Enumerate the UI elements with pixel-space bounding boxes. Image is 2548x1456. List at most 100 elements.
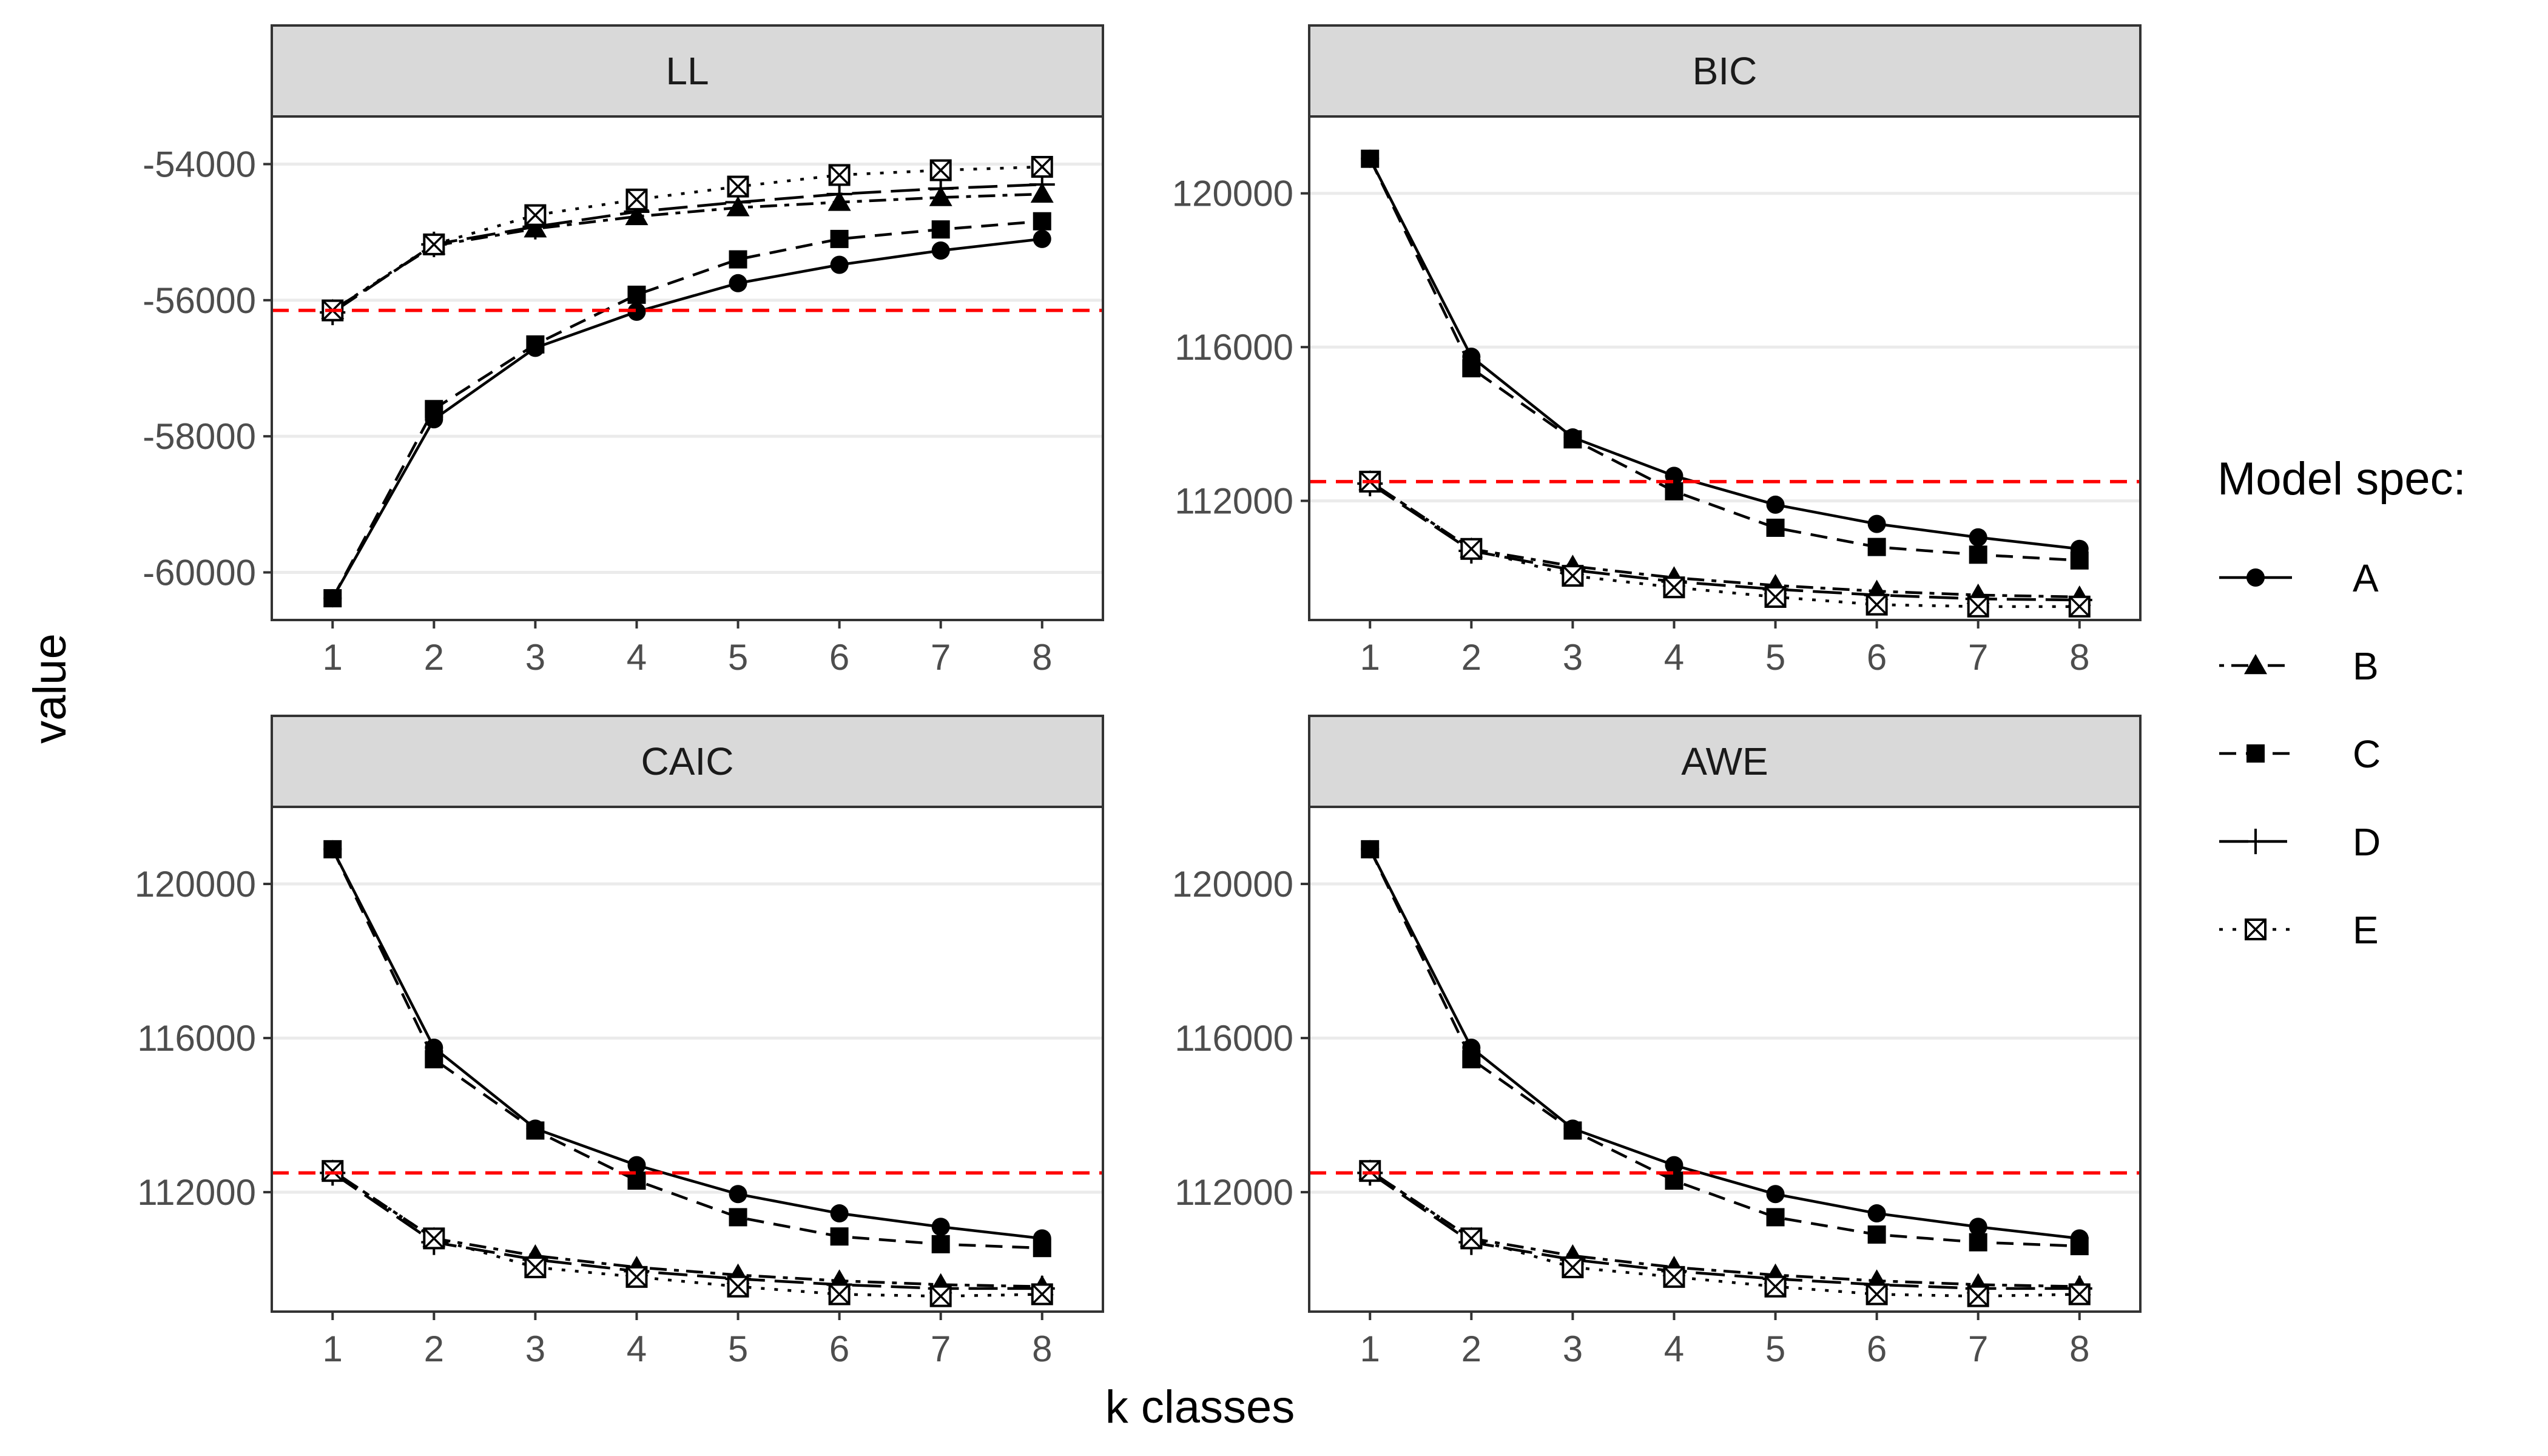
x-tick-label: 1 (323, 1329, 343, 1369)
legend-title: Model spec: (2217, 453, 2466, 505)
data-point (322, 1160, 344, 1182)
data-point (526, 335, 545, 354)
y-tick-label: 116000 (137, 1018, 256, 1059)
data-point (1766, 518, 1785, 537)
y-tick-label: 120000 (135, 864, 256, 905)
data-point (2068, 595, 2091, 618)
x-tick-label: 2 (424, 637, 444, 678)
data-point (1562, 1256, 1584, 1278)
x-tick-label: 8 (2069, 637, 2089, 678)
series-line (1369, 848, 2080, 1240)
data-point (1563, 1121, 1582, 1140)
data-point (1969, 528, 1987, 547)
data-point (931, 241, 950, 260)
data-point (526, 1121, 545, 1140)
legend-key-marker (2244, 654, 2267, 675)
facet-strip (271, 715, 1104, 808)
y-tick-label: -56000 (143, 280, 256, 321)
facet-title: AWE (1681, 740, 1768, 783)
x-tick-label: 6 (829, 1329, 849, 1369)
facet-strip (271, 24, 1104, 118)
series-line (1369, 848, 2080, 1248)
data-point (828, 164, 851, 186)
x-tick-label: 8 (1032, 1329, 1052, 1369)
series-line (331, 848, 1043, 1240)
x-tick-label: 3 (525, 1329, 545, 1369)
data-point (1663, 576, 1685, 599)
x-tick-label: 1 (323, 637, 343, 678)
panel-awe: AWE 112000 116000 120000 1 2 3 4 5 6 7 8 (1172, 715, 2142, 1369)
data-point (1867, 1225, 1886, 1244)
series-e (1359, 1160, 2091, 1307)
panel-bic: BIC 112000 116000 120000 1 2 3 4 5 6 7 8 (1172, 24, 2142, 678)
data-point (2070, 1237, 2089, 1256)
data-point (1033, 229, 1051, 248)
data-point (423, 1227, 445, 1250)
data-point (727, 1275, 749, 1298)
data-point (830, 229, 849, 248)
data-point (1562, 565, 1584, 587)
data-point (524, 204, 547, 226)
data-point (423, 233, 445, 255)
legend-key-marker (2243, 829, 2268, 854)
data-point (729, 274, 747, 292)
data-point (1361, 149, 1380, 168)
legend-label: E (2353, 908, 2379, 952)
x-tick-label: 3 (1563, 1329, 1583, 1369)
series-e (322, 1160, 1053, 1307)
x-tick-label: 2 (1461, 1329, 1481, 1369)
series-line (1369, 1171, 2080, 1290)
series-line (331, 848, 1042, 1250)
legend-key-marker (2246, 568, 2265, 587)
legend-item-b: B (2219, 644, 2379, 688)
data-point (727, 175, 749, 198)
x-tick-label: 2 (424, 1329, 444, 1369)
data-point (1967, 595, 1989, 618)
data-point (425, 1050, 443, 1068)
data-point (828, 1283, 851, 1306)
data-point (1031, 156, 1053, 178)
y-tick-label: 120000 (1172, 864, 1293, 905)
data-point (1967, 1285, 1989, 1307)
x-tick-label: 5 (728, 1329, 748, 1369)
x-tick-label: 4 (1664, 637, 1684, 678)
data-point (1359, 1160, 1381, 1182)
x-tick-label: 6 (829, 637, 849, 678)
data-point (931, 220, 950, 239)
legend-label: C (2353, 732, 2381, 776)
x-tick-label: 8 (1032, 637, 1052, 678)
data-point (627, 302, 646, 321)
y-tick-label: -60000 (143, 552, 256, 593)
data-point (2068, 1283, 2091, 1306)
data-point (323, 840, 342, 858)
series-line (331, 183, 1042, 314)
x-tick-label: 5 (1765, 637, 1785, 678)
y-tick-label: 116000 (1175, 327, 1293, 368)
x-tick-label: 6 (1867, 1329, 1887, 1369)
x-tick-label: 5 (728, 637, 748, 678)
x-tick-label: 7 (931, 1329, 951, 1369)
series-line (332, 192, 1042, 312)
data-point (1867, 538, 1886, 556)
data-point (1866, 593, 1888, 616)
panel-border (1308, 115, 2142, 621)
panel-caic: CAIC 112000 116000 120000 1 2 3 4 5 6 7 8 (135, 715, 1104, 1369)
data-point (1969, 1233, 1987, 1252)
data-point (627, 285, 646, 304)
data-point (1867, 1204, 1886, 1223)
series-line (331, 237, 1043, 599)
x-tick-label: 4 (627, 1329, 647, 1369)
series-line (331, 1170, 1042, 1288)
data-point (1462, 359, 1481, 377)
data-point (1766, 495, 1785, 514)
data-point (1460, 1227, 1483, 1250)
x-tick-label: 8 (2069, 1329, 2089, 1369)
data-point (729, 250, 747, 269)
series-line (1369, 1170, 2080, 1298)
y-tick-label: 112000 (1175, 481, 1293, 522)
data-point (1866, 1283, 1888, 1306)
data-point (1764, 1275, 1787, 1298)
data-point (627, 1156, 646, 1175)
y-tick-label: -58000 (143, 416, 256, 457)
